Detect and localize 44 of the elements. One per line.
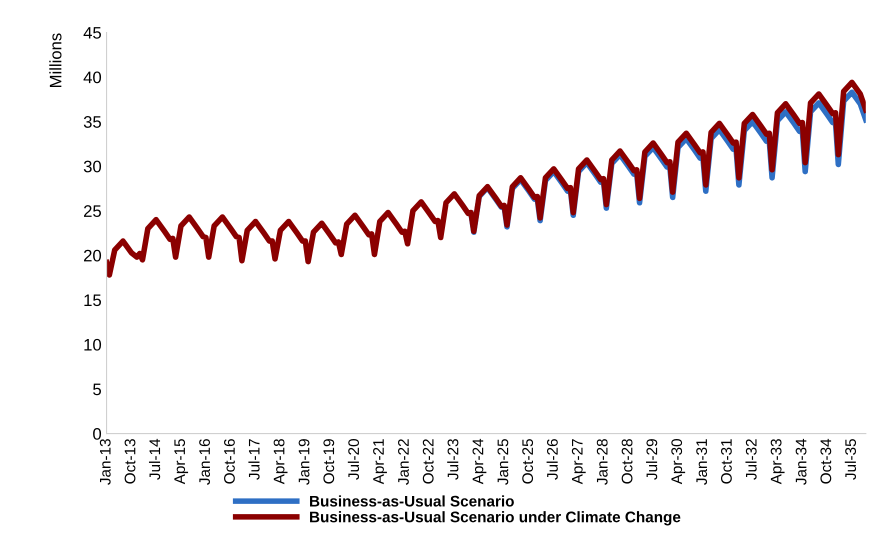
x-tick-label: Jul-29 — [646, 439, 658, 480]
x-tick-label: Jan-28 — [596, 439, 608, 485]
x-tick-label: Jan-31 — [696, 439, 708, 485]
y-axis-title: Millions — [49, 33, 62, 88]
x-tick-label: Apr-27 — [572, 439, 586, 484]
x-tick-label: Oct-19 — [323, 439, 334, 484]
legend-label: Business-as-Usual Scenario under Climate Change — [310, 511, 680, 526]
x-tick-label: Jan-22 — [398, 439, 409, 485]
x-tick-label: Oct-34 — [820, 438, 832, 484]
y-tick-label: 5 — [93, 384, 101, 396]
x-tick-label: Jan-25 — [497, 439, 508, 485]
y-tick-label: 15 — [84, 294, 101, 306]
x-tick-label: Jan-13 — [100, 439, 111, 485]
y-tick-label: 40 — [84, 71, 102, 84]
x-tick-label: Oct-28 — [622, 439, 632, 484]
x-tick-label: Jul-32 — [745, 439, 757, 480]
y-tick-label: 20 — [84, 250, 102, 262]
x-tick-label: Jul-20 — [348, 439, 360, 480]
y-tick-label: 25 — [84, 205, 101, 217]
x-tick-label: Apr-30 — [671, 439, 686, 484]
legend-label: Business-as-Usual Scenario — [310, 495, 514, 507]
x-tick-label: Apr-18 — [274, 439, 288, 484]
y-tick-label: 45 — [84, 27, 101, 39]
y-tick-label: 30 — [84, 160, 102, 172]
x-tick-label: Jul-17 — [248, 439, 260, 480]
x-tick-label: Apr-33 — [770, 439, 785, 484]
x-tick-label: Oct-16 — [224, 439, 235, 484]
x-tick-label: Oct-22 — [422, 439, 434, 484]
x-tick-label: Apr-24 — [472, 438, 486, 484]
x-tick-label: Apr-15 — [174, 439, 188, 484]
x-tick-label: Apr-21 — [373, 439, 387, 484]
x-tick-label: Oct-13 — [124, 439, 136, 484]
x-tick-label: Jan-16 — [199, 439, 210, 485]
x-tick-label: Jan-19 — [298, 439, 310, 485]
x-tick-label: Oct-31 — [721, 439, 732, 484]
x-tick-label: Jul-35 — [844, 439, 856, 480]
y-tick-label: 35 — [84, 116, 101, 128]
y-tick-label: 0 — [93, 428, 102, 440]
x-tick-label: Jul-14 — [148, 438, 160, 480]
x-tick-label: Jul-26 — [546, 439, 558, 480]
x-tick-label: Jul-23 — [447, 439, 458, 480]
x-tick-label: Oct-25 — [522, 439, 534, 484]
x-tick-label: Jan-34 — [796, 438, 806, 485]
y-tick-label: 10 — [84, 338, 102, 351]
